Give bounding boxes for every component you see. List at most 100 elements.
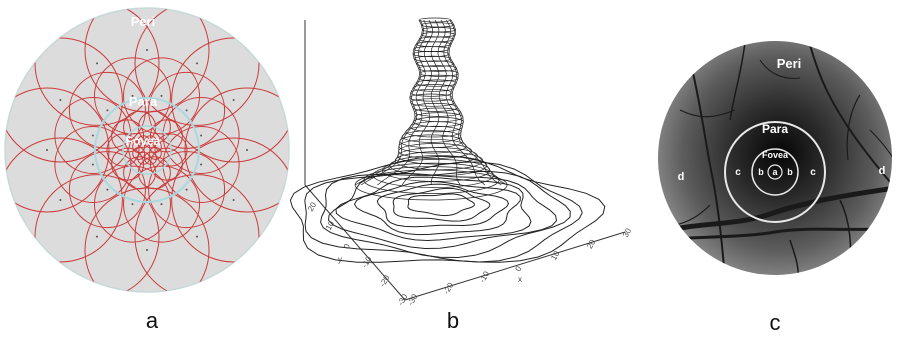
sampling-circle [148,140,162,153]
ticks-right: -30 -20 -10 0 10 20 30 [406,226,634,307]
tick-label-left: -10 [360,254,374,269]
contour-line [376,183,510,228]
contour-line [353,180,521,236]
center-dot [146,249,148,251]
sampling-circle [34,8,160,126]
contour-line [327,172,558,250]
sampling-circle [162,97,240,174]
label-peri-c: Peri [777,56,802,71]
sampling-circle [144,151,157,165]
tick-label-left: 0 [342,242,352,251]
sampling-circle [171,137,289,263]
tick-label-right: -20 [442,281,456,296]
label-fovea-c: Fovea [762,150,789,160]
center-dot [160,203,163,206]
center-dot [200,134,203,137]
sampling-circle [54,97,132,174]
sampling-circle [134,8,260,126]
center-dot [46,149,48,151]
ring-foveola [767,164,783,180]
ring-fovea [751,148,799,196]
label-c-left: c [735,167,741,178]
sampling-circle [94,165,171,243]
mesh-line [448,19,508,186]
panel-a: Peri Para Fovea [4,7,290,293]
caption-c: c [770,310,781,335]
center-dot [196,62,198,65]
sampling-circle [137,135,150,149]
sampling-circle [123,57,200,135]
retina-disc [4,7,290,293]
center-dot [131,203,134,206]
axis-y-label: y [338,255,342,264]
sampling-circle [54,126,132,203]
center-dot [246,149,248,151]
caption-b: b [447,308,459,333]
center-dot [200,163,203,166]
center-dot [232,99,235,101]
mesh-line [354,19,423,186]
tick-label-right: 10 [549,249,562,262]
contour-line [335,176,532,242]
label-para-c: Para [762,122,788,136]
sampling-circle [84,8,210,113]
tick-label-right: -30 [406,292,420,307]
mesh-line [377,19,428,186]
mesh-line [443,19,486,186]
tick-label-left: -20 [378,273,392,288]
axis-x-label: x [518,275,522,284]
sampling-circles [5,8,289,292]
sampling-circle [34,174,160,292]
sampling-circle [94,57,171,135]
center-dot [160,94,163,97]
fundus-disc [658,41,892,275]
center-dot [185,188,188,191]
panel-b: 20 10 0 -10 -20 -30 -30 -20 -10 0 10 20 30 y x [289,17,634,307]
para-ring [94,97,200,203]
panel-c: Peri Para Fovea a b b c c d d [658,41,892,275]
sampling-circle [134,174,260,292]
contour-line [320,170,571,259]
label-c-right: c [810,167,816,178]
sampling-circle [84,187,210,292]
center-dot [59,99,62,101]
label-a: a [772,167,778,177]
sampling-circle [5,37,123,163]
contour-line [407,193,475,217]
ring-para [724,121,826,223]
center-dot [146,49,148,51]
center-dot [59,199,62,201]
density-peak [354,17,508,201]
mesh-line [401,19,433,186]
contour-line [289,155,606,263]
tick-label-right: 20 [585,238,598,251]
sampling-circle [148,146,162,160]
center-dot [131,94,134,97]
axis-left [304,184,406,301]
sampling-circle [154,133,188,167]
center-dot [96,235,98,238]
center-dot [106,109,109,112]
retinal-vessels [659,41,892,275]
mesh-line [447,19,502,186]
tick-label-right: -10 [478,269,492,284]
sampling-circle [184,87,289,213]
label-fovea: Fovea [126,134,161,148]
center-dots [46,49,248,251]
sampling-circle [5,137,123,263]
center-dot [232,199,235,201]
tick-label-left: 20 [306,200,319,213]
label-b-right: b [787,167,793,177]
sampling-circle [162,126,240,203]
caption-a: a [146,308,159,333]
tick-label-right: 0 [513,264,523,273]
sampling-circle [106,133,140,167]
tick-label-right: 30 [621,226,634,239]
label-d-left: d [678,171,685,183]
mesh-line [430,19,440,186]
mesh-line [437,19,461,186]
mesh-line [360,19,424,186]
center-dot [91,134,94,137]
center-dot [96,62,98,65]
